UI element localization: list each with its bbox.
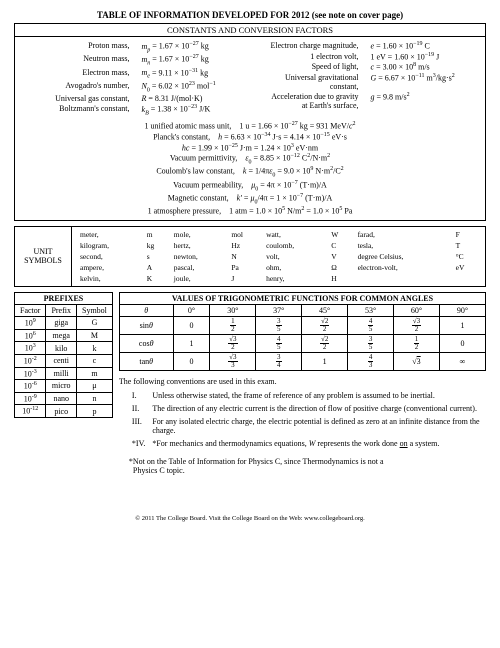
footer: © 2011 The College Board. Visit the Coll… xyxy=(14,515,486,522)
trig-table: VALUES OF TRIGONOMETRIC FUNCTIONS FOR CO… xyxy=(119,292,486,371)
trig-header: VALUES OF TRIGONOMETRIC FUNCTIONS FOR CO… xyxy=(119,292,485,304)
prefixes-section: PREFIXES FactorPrefixSymbol 109gigaG106m… xyxy=(14,292,113,418)
constants-left-col: Proton mass,mp = 1.67 × 10−27 kg Neutron… xyxy=(21,40,250,117)
constants-box: Proton mass,mp = 1.67 × 10−27 kg Neutron… xyxy=(14,37,486,221)
note: *Not on the Table of Information for Phy… xyxy=(129,457,486,475)
conventions: The following conventions are used in th… xyxy=(119,377,486,451)
conventions-intro: The following conventions are used in th… xyxy=(119,377,486,386)
constants-header: CONSTANTS AND CONVERSION FACTORS xyxy=(14,23,486,37)
right-column: VALUES OF TRIGONOMETRIC FUNCTIONS FOR CO… xyxy=(119,292,486,475)
constants-center: 1 unified atomic mass unit, 1 u = 1.66 ×… xyxy=(21,121,479,216)
constants-right-col: Electron charge magnitude,e = 1.60 × 10−… xyxy=(250,40,479,117)
units-table: UNIT SYMBOLS meter,mmole,molwatt,Wfarad,… xyxy=(14,226,486,287)
page-title: TABLE OF INFORMATION DEVELOPED FOR 2012 … xyxy=(14,10,486,20)
units-label: UNIT SYMBOLS xyxy=(15,226,72,286)
prefixes-table: PREFIXES FactorPrefixSymbol 109gigaG106m… xyxy=(14,292,113,418)
prefixes-header: PREFIXES xyxy=(15,292,113,304)
